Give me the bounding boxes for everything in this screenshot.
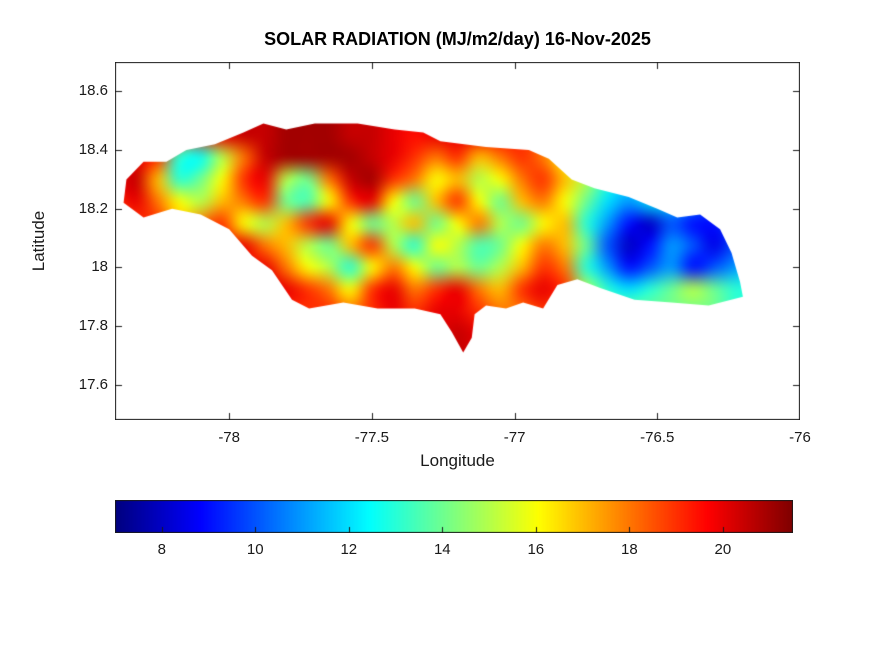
colorbar-tick-label: 20 [714,541,732,558]
colorbar-tick-label: 10 [246,541,264,558]
x-tick-label: -78 [218,429,240,446]
y-tick-label: 18.4 [78,141,108,159]
y-tick-label: 17.6 [78,375,108,393]
x-tick-label: -76.5 [640,429,675,446]
colorbar-tick-label: 12 [340,541,358,558]
y-tick-label: 18.2 [78,199,108,217]
y-axis-label: Latitude [29,210,48,272]
colorbar-tick-label: 16 [527,541,545,558]
colorbar-tick-label: 8 [157,541,166,558]
colorbar-tick-label: 18 [621,541,638,558]
x-tick-label: -77 [503,429,526,446]
colorbar-tick-label: 14 [433,541,451,558]
x-tick-label: -77.5 [354,429,389,446]
x-tick-label: -76 [789,429,811,446]
x-axis-label: Longitude [420,451,495,470]
colorbar [115,500,793,533]
y-tick-label: 18 [91,258,108,276]
chart-title: SOLAR RADIATION (MJ/m2/day) 16-Nov-2025 [264,29,651,49]
y-tick-label: 18.6 [78,82,108,100]
heatmap-plot [115,62,800,420]
y-tick-label: 17.8 [78,317,108,335]
